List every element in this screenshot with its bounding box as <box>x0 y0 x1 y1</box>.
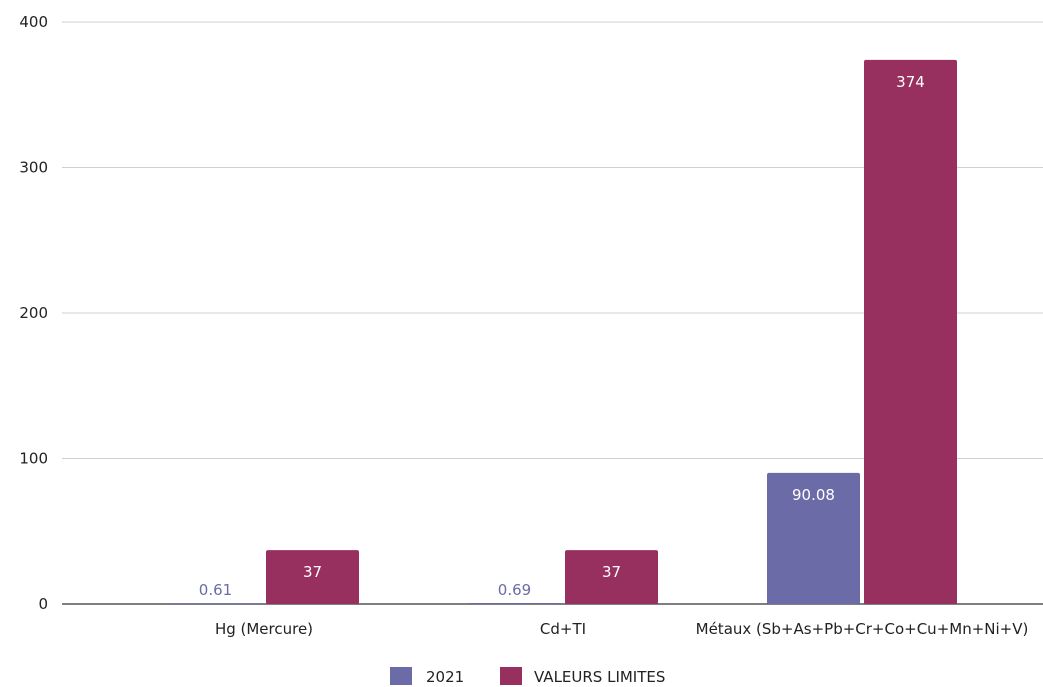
legend-label: 2021 <box>426 668 464 686</box>
bar <box>864 59 957 604</box>
data-label: 37 <box>303 563 322 581</box>
y-tick-label: 300 <box>19 159 48 177</box>
bar <box>266 550 359 604</box>
category-label: Métaux (Sb+As+Pb+Cr+Co+Cu+Mn+Ni+V) <box>696 620 1029 638</box>
data-label: 374 <box>896 73 925 91</box>
y-tick-label: 400 <box>19 13 48 31</box>
y-tick-label: 0 <box>38 595 48 613</box>
y-tick-label: 200 <box>19 304 48 322</box>
y-tick-label: 100 <box>19 450 48 468</box>
y-axis-ticks: 0 100 200 300 400 <box>19 13 48 613</box>
bars <box>169 59 957 604</box>
bar <box>565 550 658 604</box>
data-label: 0.61 <box>199 581 232 599</box>
data-label: 37 <box>602 563 621 581</box>
category-label: Cd+TI <box>540 620 586 638</box>
legend-swatch <box>500 667 522 685</box>
data-label: 90.08 <box>792 486 835 504</box>
legend-label: VALEURS LIMITES <box>534 668 665 686</box>
bar <box>767 472 860 604</box>
data-label: 0.69 <box>498 581 531 599</box>
category-label: Hg (Mercure) <box>215 620 313 638</box>
legend: 2021 VALEURS LIMITES <box>390 667 665 686</box>
legend-swatch <box>390 667 412 685</box>
data-labels: 0.61 37 0.69 37 90.08 374 <box>199 73 925 599</box>
x-axis-categories: Hg (Mercure) Cd+TI Métaux (Sb+As+Pb+Cr+Co+… <box>215 620 1028 638</box>
bar <box>169 603 262 604</box>
bar <box>468 602 561 604</box>
